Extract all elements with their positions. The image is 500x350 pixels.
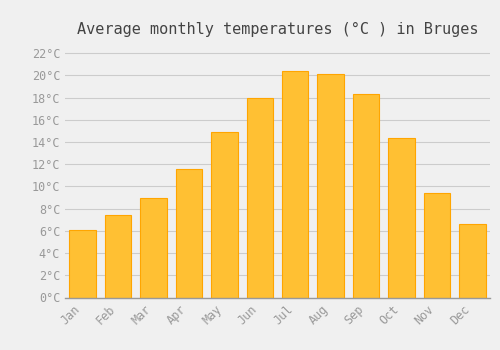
Bar <box>105 215 132 298</box>
Bar <box>424 193 450 298</box>
Bar <box>353 94 380 298</box>
Bar <box>140 197 167 298</box>
Bar <box>176 169 202 298</box>
Bar <box>70 230 96 298</box>
Bar <box>211 132 238 298</box>
Bar <box>246 98 273 298</box>
Bar <box>388 138 414 298</box>
Bar <box>282 71 308 298</box>
Bar <box>318 74 344 298</box>
Title: Average monthly temperatures (°C ) in Bruges: Average monthly temperatures (°C ) in Br… <box>77 22 478 37</box>
Bar <box>459 224 485 298</box>
